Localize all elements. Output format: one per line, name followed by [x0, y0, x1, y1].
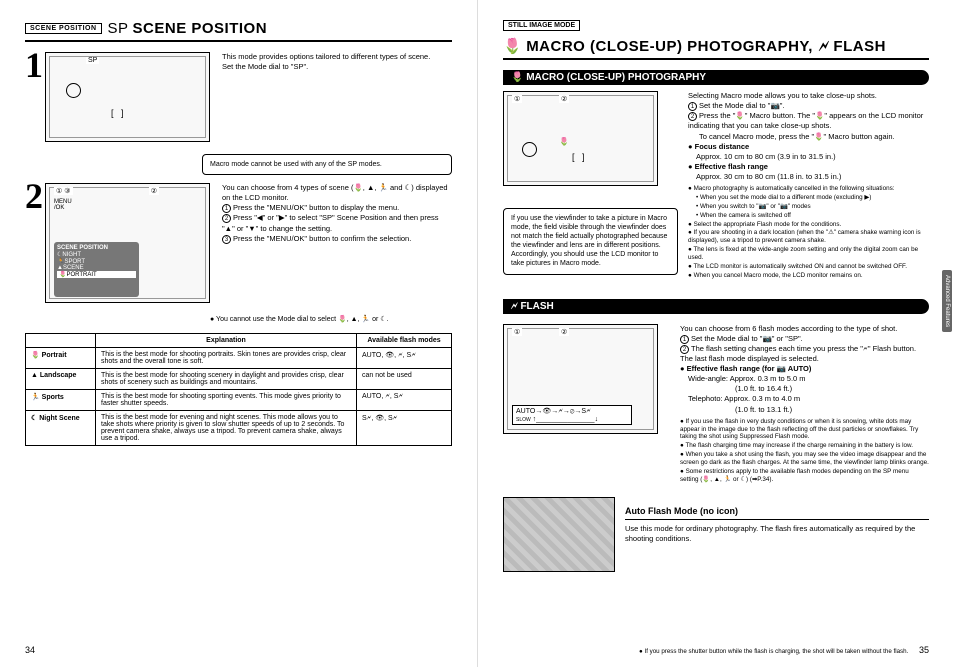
- step1-text1: This mode provides options tailored to d…: [222, 52, 452, 62]
- scene-table: Explanation Available flash modes 🌷 Port…: [25, 333, 452, 446]
- macro-note-box: Macro mode cannot be used with any of th…: [202, 154, 452, 175]
- macro-cancel: To cancel Macro mode, press the "🌷" Macr…: [688, 132, 929, 142]
- step2-s3: Press the "MENU/OK" button to confirm th…: [233, 234, 411, 243]
- macro-intro: Selecting Macro mode allows you to take …: [688, 91, 929, 101]
- flash-icon: 🗲: [819, 38, 830, 55]
- page-num-34: 34: [25, 645, 35, 655]
- still-image-badge: STILL IMAGE MODE: [503, 20, 580, 31]
- macro-text-col: Selecting Macro mode allows you to take …: [688, 91, 929, 283]
- right-title: 🌷 MACRO (CLOSE-UP) PHOTOGRAPHY, 🗲 FLASH: [503, 37, 929, 60]
- macro-title: MACRO (CLOSE-UP) PHOTOGRAPHY,: [526, 38, 813, 55]
- auto-flash-photo: [503, 497, 615, 572]
- viewfinder-note: If you use the viewfinder to take a pict…: [503, 208, 678, 275]
- page-34: SCENE POSITION SP SCENE POSITION 1 SP [ …: [0, 0, 478, 667]
- step2-s2: Press "◀" or "▶" to select "SP" Scene Po…: [222, 213, 439, 232]
- th-flash: Available flash modes: [357, 334, 452, 348]
- step1-text2: Set the Mode dial to "SP".: [222, 62, 452, 72]
- macro-icon: 🌷: [503, 37, 522, 55]
- flash-illustration: ① ② AUTO→👁→🗲→⊘→S🗲SLOW ↑_______________↓: [503, 324, 658, 434]
- eff-range-label: ● Effective flash range (for 📷 AUTO): [680, 364, 929, 374]
- macro-subheader: 🌷 MACRO (CLOSE-UP) PHOTOGRAPHY: [503, 70, 929, 85]
- macro-row: ① ② [ ] 🌷 If you use the viewfinder to t…: [503, 91, 929, 283]
- footnote-right: ● If you press the shutter button while …: [639, 648, 909, 655]
- focus-val: Approx. 10 cm to 80 cm (3.9 in to 31.5 i…: [688, 152, 929, 162]
- auto-flash-text: Use this mode for ordinary photography. …: [625, 524, 929, 544]
- step1-number: 1: [25, 44, 43, 86]
- side-tab: Advanced Features: [942, 270, 952, 332]
- page-35: STILL IMAGE MODE 🌷 MACRO (CLOSE-UP) PHOT…: [478, 0, 954, 667]
- auto-flash-text-col: Auto Flash Mode (no icon) Use this mode …: [625, 497, 929, 572]
- page-num-35: 35: [919, 645, 929, 655]
- flash-row: ① ② AUTO→👁→🗲→⊘→S🗲SLOW ↑_______________↓ …: [503, 324, 929, 485]
- flash-range-val: Approx. 30 cm to 80 cm (11.8 in. to 31.5…: [688, 172, 929, 182]
- step1-text: This mode provides options tailored to d…: [222, 52, 452, 142]
- scene-position-badge: SCENE POSITION: [25, 23, 102, 34]
- flash-subheader: 🗲 FLASH: [503, 299, 929, 314]
- step2-intro: You can choose from 4 types of scene (🌷,…: [222, 183, 452, 203]
- table-row: 🌷 PortraitThis is the best mode for shoo…: [26, 348, 452, 369]
- step1-row: 1 SP [ ] This mode provides options tail…: [25, 52, 452, 142]
- macro-notes: ● Macro photography is automatically can…: [688, 185, 929, 279]
- left-title: SCENE POSITION SP SCENE POSITION: [25, 20, 452, 42]
- step2-text: You can choose from 4 types of scene (🌷,…: [222, 183, 452, 303]
- scene-position-title: SCENE POSITION: [133, 20, 268, 37]
- table-row: ☾ Night SceneThis is the best mode for e…: [26, 411, 452, 446]
- th-explanation: Explanation: [96, 334, 357, 348]
- step1-illustration: SP [ ]: [45, 52, 210, 142]
- flash-title-text: FLASH: [833, 38, 886, 55]
- table-row: ▲ LandscapeThis is the best mode for sho…: [26, 369, 452, 390]
- auto-flash-row: Auto Flash Mode (no icon) Use this mode …: [503, 497, 929, 572]
- sp-prefix: SP: [108, 20, 129, 37]
- flash-notes: ● If you use the flash in very dusty con…: [680, 418, 929, 484]
- table-row: 🏃 SportsThis is the best mode for shooti…: [26, 390, 452, 411]
- flash-range-label: ● Effective flash range: [688, 162, 929, 172]
- step2-s1: Press the "MENU/OK" button to display th…: [233, 203, 399, 212]
- focus-label: ● Focus distance: [688, 142, 929, 152]
- flash-text-col: You can choose from 6 flash modes accord…: [680, 324, 929, 485]
- step2-illustration: ① ③ ② MENU/OK SCENE POSITION ☾NIGHT 🏃SPO…: [45, 183, 210, 303]
- macro-illustration: ① ② [ ] 🌷: [503, 91, 658, 186]
- mode-dial-note: You cannot use the Mode dial to select 🌷…: [210, 315, 452, 323]
- auto-flash-header: Auto Flash Mode (no icon): [625, 505, 929, 520]
- flash-intro: You can choose from 6 flash modes accord…: [680, 324, 929, 334]
- step2-number: 2: [25, 175, 43, 217]
- step2-row: 2 ① ③ ② MENU/OK SCENE POSITION ☾NIGHT 🏃S…: [25, 183, 452, 303]
- page-spread: SCENE POSITION SP SCENE POSITION 1 SP [ …: [0, 0, 954, 667]
